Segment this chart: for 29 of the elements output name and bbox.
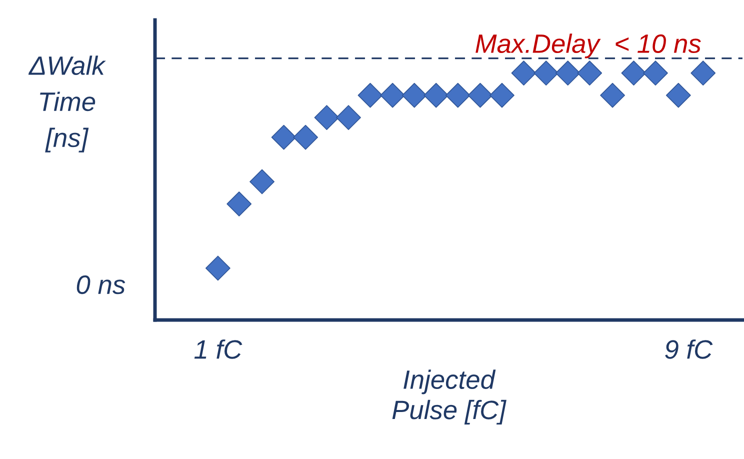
point	[511, 60, 536, 86]
point	[621, 60, 646, 86]
point	[250, 169, 274, 194]
point	[226, 192, 252, 216]
point	[314, 105, 340, 130]
point	[293, 124, 318, 150]
point	[555, 60, 580, 86]
point	[424, 82, 449, 108]
ref-line-label: Max.Delay < 10 ns	[476, 34, 701, 58]
point	[271, 124, 296, 150]
y-axis-title: ΔWalk Time [ns]	[28, 56, 106, 152]
text: 0 ns	[76, 275, 126, 294]
point	[380, 82, 406, 108]
point	[577, 60, 602, 86]
point	[690, 60, 716, 86]
x-tick-label: 1 fC	[194, 339, 242, 359]
point	[358, 82, 383, 108]
point	[336, 105, 361, 130]
x-axis-title: Injected Pulse [fC]	[392, 370, 506, 425]
point	[468, 82, 493, 108]
x-tick-label: 9 fC	[665, 339, 713, 359]
point	[643, 60, 668, 86]
point	[666, 82, 691, 108]
point	[490, 82, 514, 108]
point	[600, 82, 625, 108]
point	[402, 82, 427, 108]
point	[205, 256, 230, 281]
point	[445, 82, 470, 108]
point	[534, 60, 559, 86]
